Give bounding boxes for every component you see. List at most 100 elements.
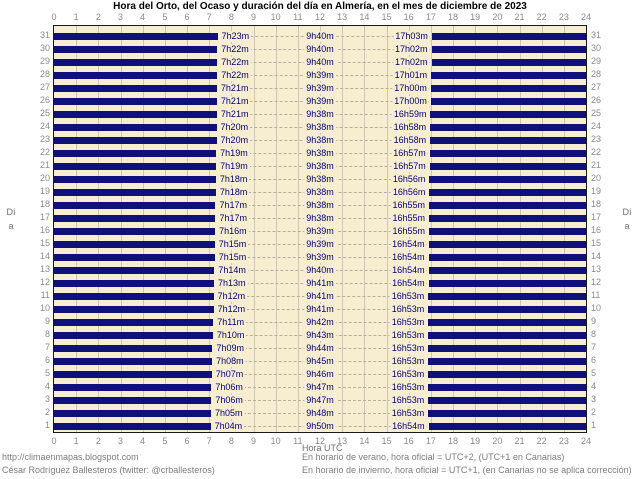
night-bar-evening <box>430 137 586 144</box>
x-tick-label: 24 <box>580 436 591 446</box>
night-bar-evening <box>430 124 586 131</box>
sunrise-time-label: 7h23m <box>219 31 252 42</box>
day-duration-label: 9h38m <box>304 213 336 224</box>
night-bar-evening <box>429 150 586 157</box>
night-bar-evening <box>428 280 586 287</box>
sunset-time-label: 17h00m <box>392 96 429 107</box>
sunset-time-label: 17h02m <box>393 44 430 55</box>
sunrise-time-label: 7h08m <box>214 356 246 367</box>
day-number-label: 13 <box>591 264 602 274</box>
hour-gridline <box>387 26 388 432</box>
day-number-label: 28 <box>39 69 50 79</box>
x-tick-label: 11 <box>293 12 303 22</box>
day-row: 7h06m 9h47m 16h53m <box>54 381 586 394</box>
day-row: 7h21m 9h39m 17h00m <box>54 95 586 108</box>
hour-gridline <box>276 26 277 432</box>
sunrise-time-label: 7h07m <box>213 369 246 380</box>
night-bar-evening <box>428 293 586 300</box>
sunset-time-label: 16h57m <box>391 161 428 172</box>
sunrise-time-label: 7h09m <box>214 343 247 354</box>
sunrise-time-label: 7h21m <box>218 83 251 94</box>
sunset-time-label: 16h58m <box>391 135 429 146</box>
day-duration-label: 9h41m <box>304 291 336 302</box>
sunrise-time-label: 7h22m <box>219 70 251 81</box>
day-number-label: 5 <box>591 368 597 378</box>
sunset-time-label: 16h53m <box>389 369 427 380</box>
night-bar-morning <box>54 111 217 118</box>
x-tick-label: 11 <box>293 436 303 446</box>
sunset-time-label: 17h03m <box>393 31 430 42</box>
x-tick-label: 21 <box>514 12 525 22</box>
night-bar-evening <box>431 33 586 40</box>
day-number-label: 30 <box>39 43 50 53</box>
night-bar-evening <box>428 228 586 235</box>
day-number-label: 19 <box>591 186 602 196</box>
sunrise-time-label: 7h13m <box>215 278 248 289</box>
day-duration-label: 9h46m <box>304 369 336 380</box>
day-number-label: 7 <box>44 342 50 352</box>
night-bar-morning <box>54 137 217 144</box>
day-number-label: 16 <box>39 225 50 235</box>
sunrise-time-label: 7h17m <box>217 213 249 224</box>
sunrise-time-label: 7h17m <box>217 200 249 211</box>
day-row: 7h18m 9h38m 16h56m <box>54 186 586 199</box>
night-bar-morning <box>54 384 212 391</box>
day-duration-label: 9h40m <box>304 57 336 68</box>
day-duration-label: 9h41m <box>304 304 336 315</box>
x-tick-label: 22 <box>536 436 547 446</box>
x-tick-label: 5 <box>162 436 168 446</box>
hour-gridline <box>342 26 343 432</box>
night-bar-evening <box>428 371 586 378</box>
day-row: 7h13m 9h41m 16h54m <box>54 277 586 290</box>
day-number-label: 12 <box>591 277 602 287</box>
x-tick-label: 12 <box>314 12 325 22</box>
day-number-label: 28 <box>591 69 602 79</box>
sunset-time-label: 16h54m <box>390 278 427 289</box>
day-row: 7h06m 9h47m 16h53m <box>54 394 586 407</box>
x-tick-label: 1 <box>73 12 79 22</box>
day-number-label: 12 <box>39 277 50 287</box>
x-tick-label: 21 <box>514 436 525 446</box>
day-duration-label: 9h50m <box>304 421 336 432</box>
sunset-time-label: 16h54m <box>390 421 427 432</box>
x-tick-label: 8 <box>228 12 234 22</box>
sunrise-time-label: 7h22m <box>219 44 251 55</box>
night-bar-morning <box>54 85 217 92</box>
day-row: 7h15m 9h39m 16h54m <box>54 238 586 251</box>
y-axis-day-labels-right: 31 30 29 28 27 26 25 24 23 22 21 20 19 18 17 16 15 14 13 12… <box>588 25 621 433</box>
day-row: 7h18m 9h38m 16h56m <box>54 173 586 186</box>
night-bar-evening <box>428 254 586 261</box>
sunrise-time-label: 7h06m <box>213 395 245 406</box>
day-row: 7h11m 9h42m 16h53m <box>54 316 586 329</box>
x-axis-title: Hora UTC <box>302 443 343 453</box>
night-bar-morning <box>54 33 218 40</box>
day-number-label: 9 <box>44 316 50 326</box>
night-bar-evening <box>428 241 586 248</box>
day-number-label: 2 <box>44 407 50 417</box>
night-bar-morning <box>54 98 217 105</box>
day-row: 7h05m 9h48m 16h53m <box>54 407 586 420</box>
day-number-label: 20 <box>591 173 602 183</box>
x-axis-ticks-bottom: 0 1 2 3 4 5 6 7 8 9 10 11 12 13 14 15 16 17 18 19 20 21 22 23 24 <box>0 436 640 446</box>
night-bar-morning <box>54 189 216 196</box>
day-duration-label: 9h40m <box>304 44 336 55</box>
day-number-label: 26 <box>591 95 602 105</box>
night-bar-evening <box>428 423 586 430</box>
night-bar-morning <box>54 423 211 430</box>
sunset-time-label: 16h55m <box>390 200 427 211</box>
sunset-time-label: 16h53m <box>389 330 427 341</box>
night-bar-morning <box>54 280 214 287</box>
night-bar-morning <box>54 241 215 248</box>
x-tick-label: 22 <box>536 12 547 22</box>
x-tick-label: 7 <box>206 12 212 22</box>
day-number-label: 19 <box>39 186 50 196</box>
day-duration-label: 9h39m <box>304 252 336 263</box>
day-number-label: 1 <box>591 420 597 430</box>
sunset-time-label: 16h56m <box>390 187 428 198</box>
night-bar-morning <box>54 397 212 404</box>
day-number-label: 18 <box>39 199 50 209</box>
sunrise-time-label: 7h19m <box>218 161 250 172</box>
day-row: 7h21m 9h38m 16h59m <box>54 108 586 121</box>
night-bar-evening <box>430 85 586 92</box>
day-number-label: 6 <box>44 355 50 365</box>
